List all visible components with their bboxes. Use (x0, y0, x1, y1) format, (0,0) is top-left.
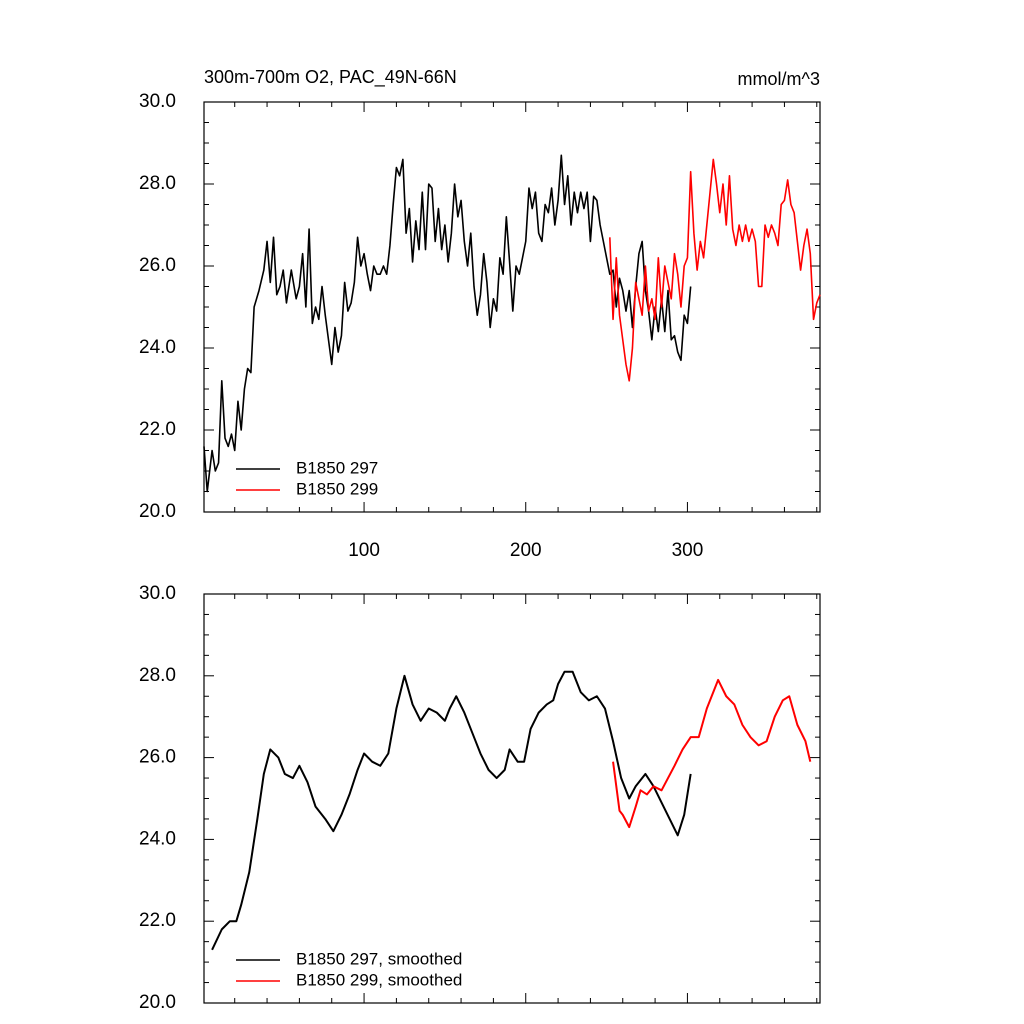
data-line (612, 678, 812, 829)
x-tick-label: 300 (672, 540, 704, 561)
y-tick-label: 26.0 (139, 747, 176, 768)
legend-label: B1850 297 (296, 458, 378, 477)
y-tick-label: 28.0 (139, 665, 176, 686)
y-tick-label: 20.0 (139, 992, 176, 1013)
y-tick-label: 30.0 (139, 91, 176, 112)
y-tick-label: 22.0 (139, 910, 176, 931)
y-tick-label: 30.0 (139, 583, 176, 604)
legend-label: B1850 299 (296, 479, 378, 498)
x-tick-label: 200 (510, 540, 542, 561)
units-label: mmol/m^3 (738, 69, 820, 89)
y-tick-label: 22.0 (139, 419, 176, 440)
y-tick-label: 26.0 (139, 255, 176, 276)
y-tick-label: 20.0 (139, 501, 176, 522)
y-tick-label: 24.0 (139, 337, 176, 358)
data-line (609, 158, 821, 382)
chart-title: 300m-700m O2, PAC_49N-66N (204, 67, 457, 88)
x-tick-label: 100 (348, 540, 380, 561)
data-line (203, 154, 692, 493)
data-line (211, 670, 692, 951)
y-tick-label: 28.0 (139, 173, 176, 194)
legend-label: B1850 297, smoothed (296, 949, 462, 968)
plot-frame (203, 593, 821, 1004)
y-tick-label: 24.0 (139, 828, 176, 849)
legend-label: B1850 299, smoothed (296, 970, 462, 989)
